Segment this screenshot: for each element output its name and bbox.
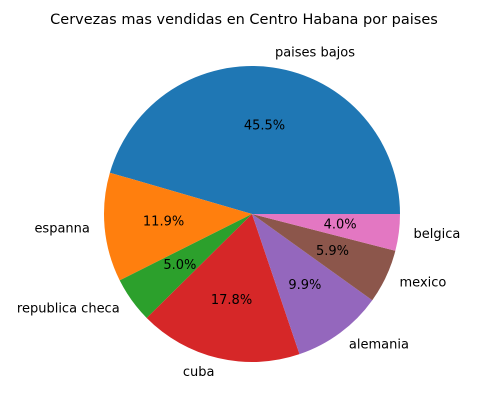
slice-label-mexico: mexico [400,275,447,290]
slice-belgica [252,214,400,251]
slice-label-cuba: cuba [183,365,215,380]
slice-pct-cuba: 17.8% [211,293,252,308]
slice-cuba [146,214,300,363]
slice-pct-mexico: 5.9% [316,244,349,259]
slice-pct-espanna: 11.9% [143,215,184,230]
slice-label-belgica: belgica [414,227,461,242]
pie-labels: paises bajos 45.5% espanna 11.9% republica c… [17,45,460,380]
slice-pct-alemania: 9.9% [288,278,321,293]
slice-pct-belgica: 4.0% [324,218,357,233]
slice-label-alemania: alemania [349,337,409,352]
slice-pct-republica-checa: 5.0% [163,258,196,273]
pie-slices [104,65,401,363]
slice-label-republica-checa: republica checa [17,301,120,316]
slice-label-paises-bajos: paises bajos [275,45,355,60]
slice-republica-checa [119,214,252,318]
slice-paises-bajos [109,65,401,215]
slice-label-espanna: espanna [34,221,89,236]
slice-alemania [252,214,373,355]
slice-mexico [252,214,396,301]
chart-title: Cervezas mas vendidas en Centro Habana p… [50,12,438,28]
slice-espanna [104,172,253,281]
slice-pct-paises-bajos: 45.5% [244,119,285,134]
